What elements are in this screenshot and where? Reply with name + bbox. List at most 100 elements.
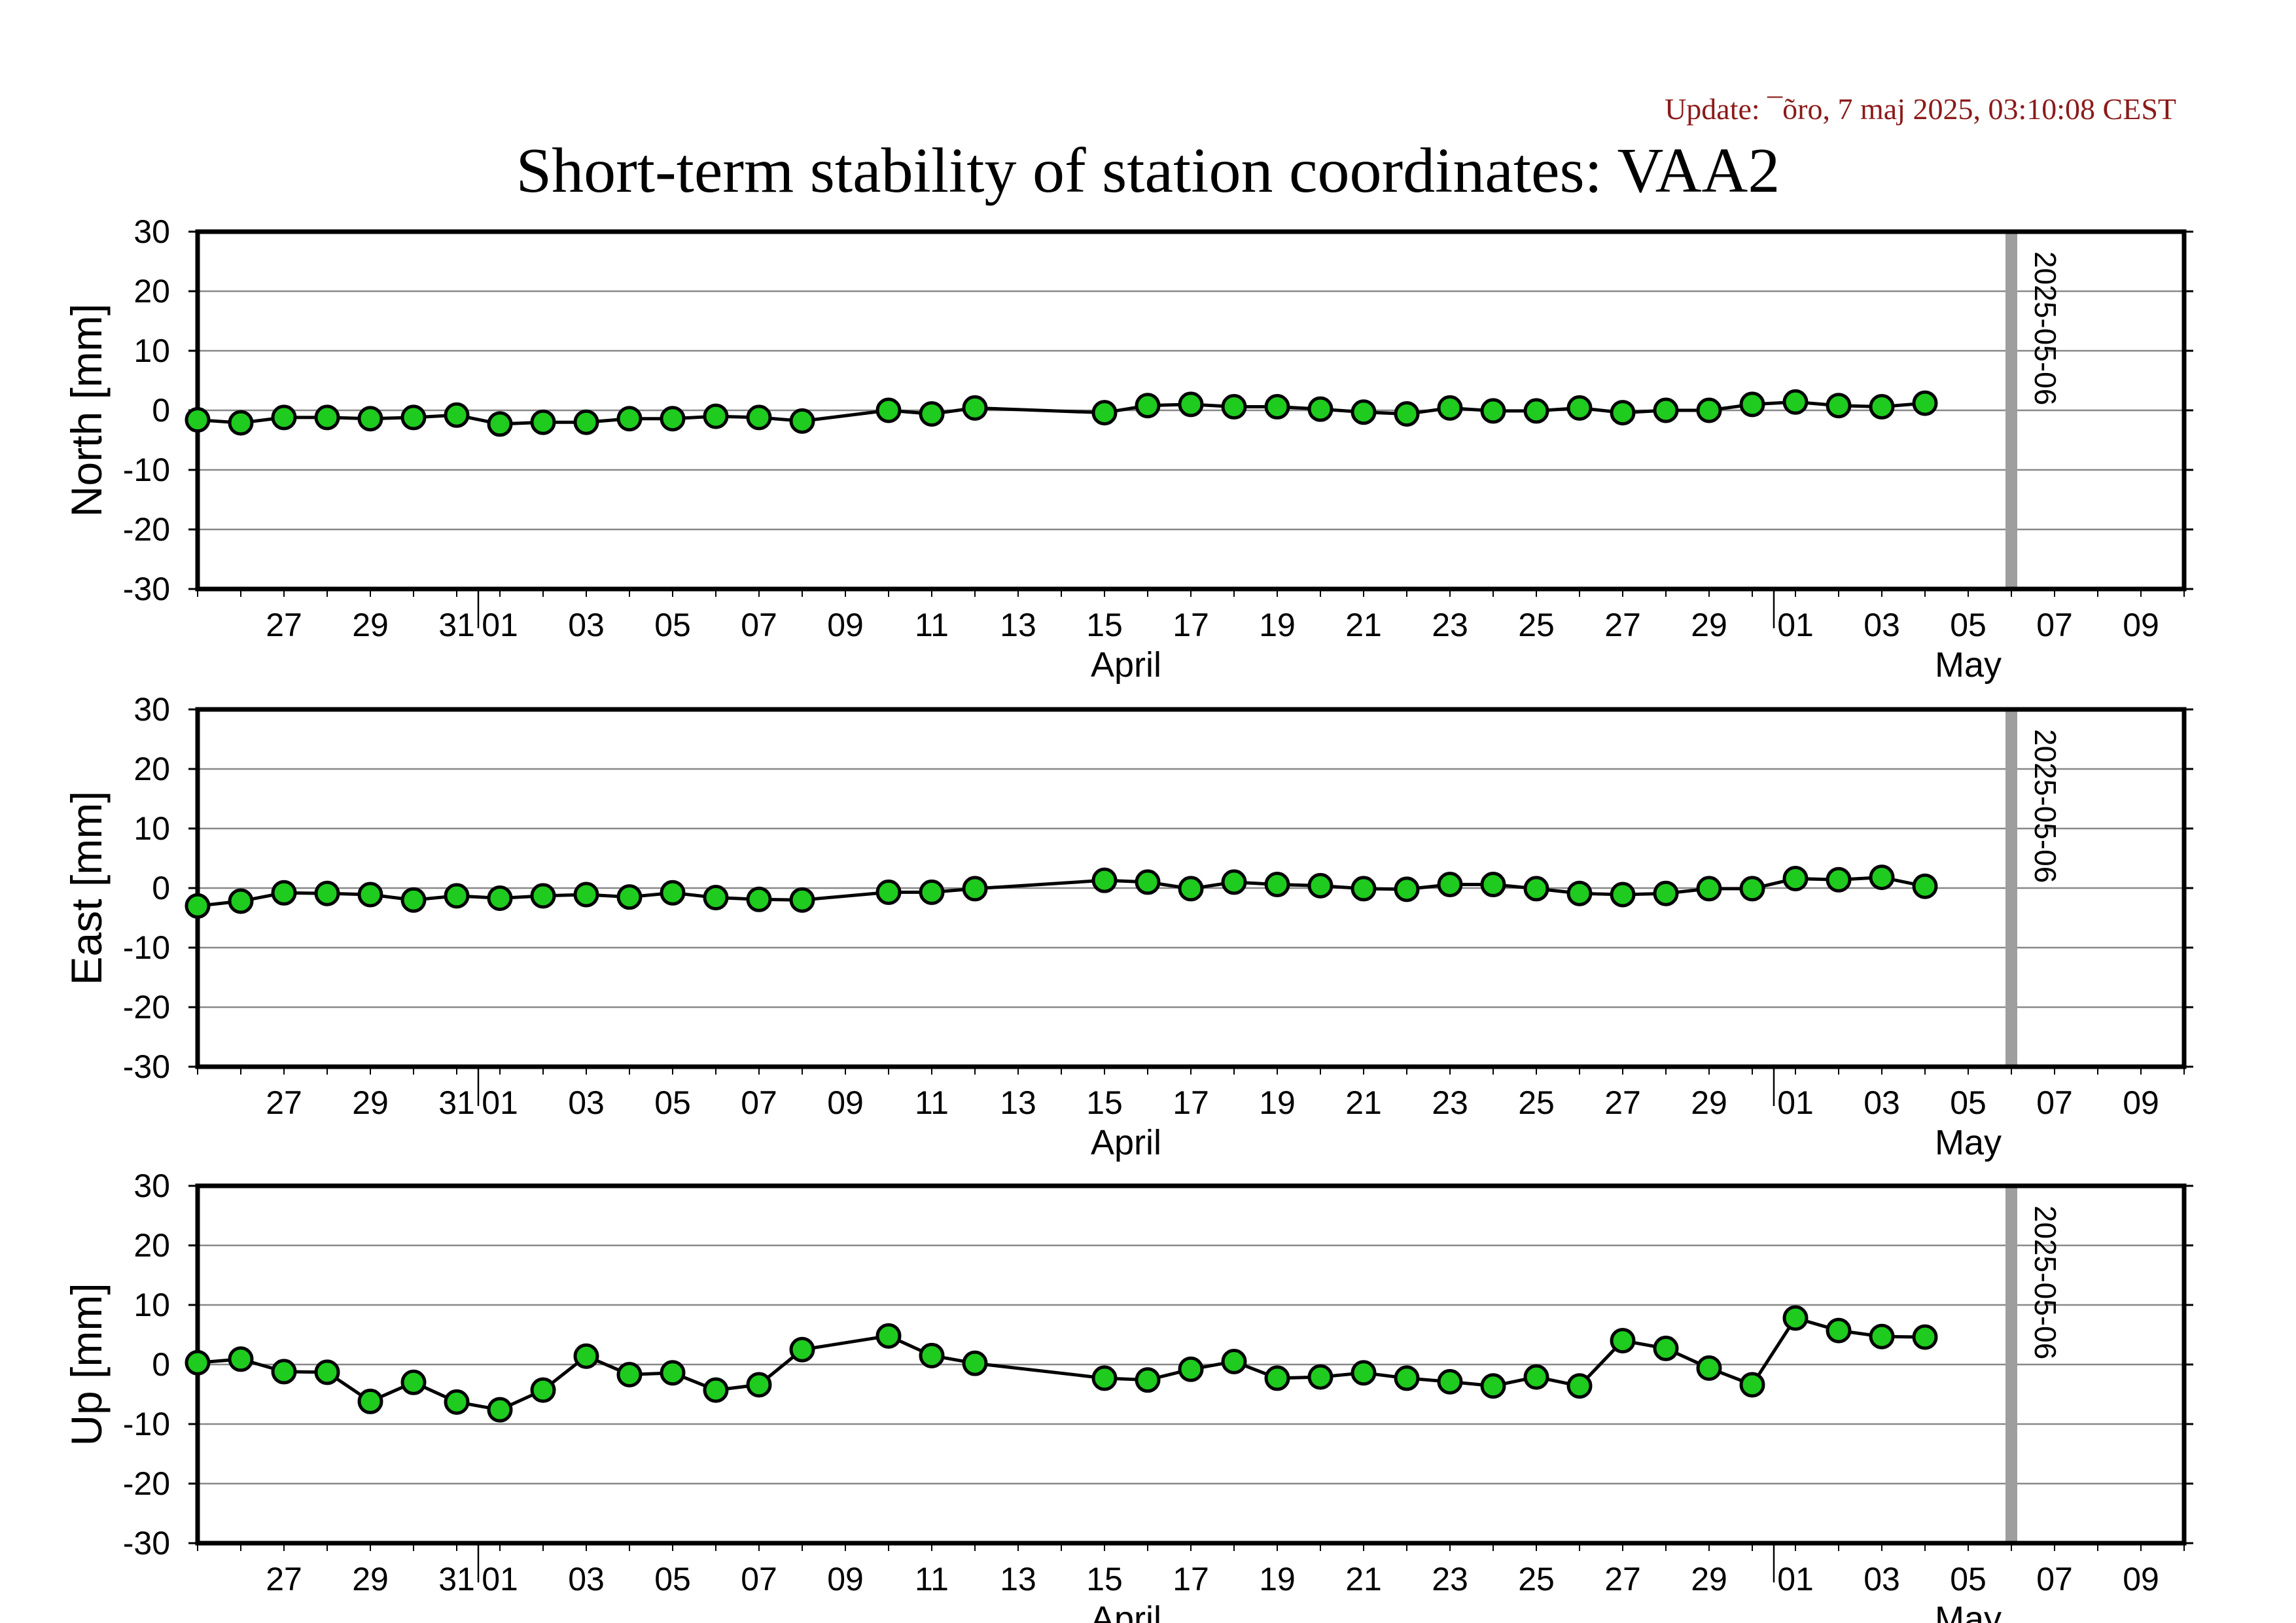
data-point <box>1307 872 1333 899</box>
data-point <box>1091 400 1118 426</box>
data-point <box>1653 397 1679 423</box>
data-point <box>1653 880 1679 906</box>
data-point <box>357 882 383 908</box>
x-tick-label: 21 <box>1345 607 1382 643</box>
data-point <box>1523 398 1549 424</box>
data-point <box>1351 876 1377 902</box>
data-point <box>487 885 513 911</box>
x-tick-label: 09 <box>2123 607 2159 643</box>
current-date-label: 2025-05-06 <box>2028 729 2062 883</box>
y-tick-label: 20 <box>133 751 170 787</box>
y-tick-label: -10 <box>123 452 170 488</box>
x-tick-label: 01 <box>1777 1084 1814 1121</box>
current-date-bar <box>2005 232 2017 589</box>
x-tick-label: 11 <box>915 607 949 643</box>
data-point <box>357 1388 383 1414</box>
data-point <box>789 408 815 434</box>
x-tick-label: 13 <box>1000 607 1036 643</box>
data-point <box>444 883 470 909</box>
x-tick-label: 03 <box>1863 1084 1900 1121</box>
x-tick-label: 09 <box>827 607 864 643</box>
x-tick-label: 31 <box>438 607 475 643</box>
x-tick-label: 31 <box>438 1084 475 1121</box>
y-tick-label: -20 <box>123 511 170 548</box>
x-tick-label: 05 <box>1950 1084 1987 1121</box>
x-tick-label: 19 <box>1259 1561 1296 1597</box>
data-point <box>185 407 211 433</box>
data-point <box>1826 866 1852 893</box>
data-point <box>400 887 427 913</box>
x-tick-label: 31 <box>438 1561 475 1597</box>
data-point <box>1869 865 1895 891</box>
y-tick-label: -20 <box>123 989 170 1026</box>
data-point <box>789 887 815 913</box>
x-tick-label: 29 <box>352 607 389 643</box>
data-point <box>1566 395 1593 421</box>
month-label: April <box>1091 1599 1161 1623</box>
data-point <box>314 880 340 906</box>
data-point <box>1437 1368 1463 1395</box>
data-point <box>400 1369 427 1395</box>
x-tick-label: 25 <box>1518 1084 1555 1121</box>
data-point <box>1869 1323 1895 1349</box>
data-point <box>1264 872 1290 898</box>
data-point <box>530 883 556 909</box>
data-point <box>1221 1348 1247 1374</box>
data-point <box>1221 394 1247 420</box>
data-point <box>1739 391 1765 418</box>
y-tick-label: 0 <box>152 392 170 429</box>
data-point <box>1782 865 1809 891</box>
data-point <box>271 404 297 431</box>
x-tick-label: 01 <box>482 1561 518 1597</box>
current-date-bar <box>2005 709 2017 1067</box>
y-tick-label: 10 <box>133 810 170 847</box>
data-point <box>530 409 556 435</box>
month-label: May <box>1935 645 2002 685</box>
x-tick-label: 03 <box>568 607 605 643</box>
x-tick-label: 03 <box>1863 607 1900 643</box>
data-point <box>1264 394 1290 420</box>
x-tick-label: 17 <box>1173 1561 1209 1597</box>
x-tick-label: 09 <box>827 1084 864 1121</box>
data-point <box>487 411 513 437</box>
data-point <box>1610 1328 1636 1354</box>
data-point <box>573 882 599 908</box>
data-point <box>919 879 945 905</box>
data-point <box>1351 399 1377 425</box>
x-tick-label: 05 <box>654 1561 691 1597</box>
data-point <box>228 410 254 436</box>
x-tick-label: 29 <box>352 1084 389 1121</box>
data-point <box>919 401 945 427</box>
data-point <box>616 1361 643 1387</box>
x-tick-label: 11 <box>915 1084 949 1121</box>
data-point <box>1826 393 1852 419</box>
month-label: May <box>1935 1599 2002 1623</box>
data-point <box>357 406 383 432</box>
data-point <box>1739 876 1765 902</box>
data-point <box>1610 882 1636 908</box>
x-tick-label: 07 <box>741 1084 777 1121</box>
data-point <box>1696 876 1722 902</box>
y-tick-label: -20 <box>123 1465 170 1502</box>
data-point <box>962 876 988 902</box>
x-tick-label: 29 <box>352 1561 389 1597</box>
data-point <box>703 403 729 429</box>
data-point <box>1178 391 1204 418</box>
x-tick-label: 17 <box>1173 607 1209 643</box>
data-point <box>444 402 470 428</box>
data-point <box>1394 876 1420 902</box>
data-point <box>1523 876 1549 902</box>
data-point <box>1782 1305 1809 1331</box>
data-point <box>1696 397 1722 423</box>
y-tick-label: 30 <box>133 213 170 250</box>
data-point <box>1610 400 1636 426</box>
month-label: May <box>1935 1123 2002 1162</box>
x-tick-label: 05 <box>654 1084 691 1121</box>
y-tick-label: 10 <box>133 1287 170 1323</box>
y-tick-label: 0 <box>152 870 170 906</box>
data-point <box>1307 396 1333 422</box>
data-point <box>444 1389 470 1415</box>
data-point <box>1264 1365 1290 1391</box>
x-tick-label: 23 <box>1432 1561 1468 1597</box>
